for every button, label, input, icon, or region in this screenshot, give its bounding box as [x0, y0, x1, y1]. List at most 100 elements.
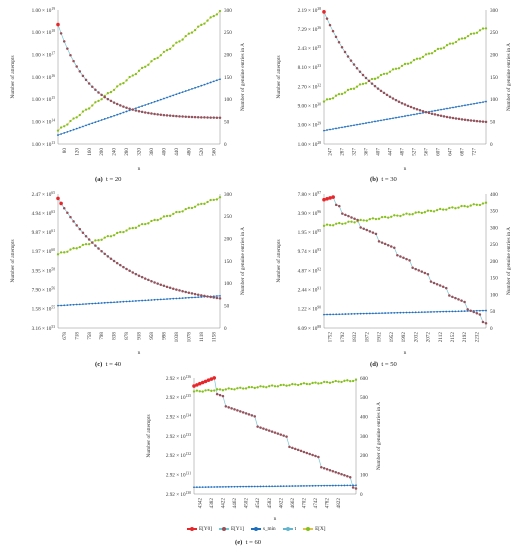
- ey1-point-b: [394, 98, 398, 102]
- ex-point-a: [215, 13, 219, 16]
- ey1-point-c: [203, 294, 206, 298]
- ey1-point-b: [460, 118, 464, 121]
- ex-point-b: [460, 37, 464, 40]
- y-left-tick-d: 7.80 × 1097: [298, 191, 322, 198]
- smin-point-e: [230, 485, 233, 488]
- ey1-point-d: [368, 230, 372, 233]
- smin-point-d: [463, 310, 466, 313]
- smin-point-c: [156, 298, 159, 301]
- legend-label-t: t: [294, 526, 297, 532]
- ex-point-c: [131, 226, 134, 230]
- ey1-point-e: [256, 425, 259, 428]
- ey1-point-a: [159, 113, 163, 117]
- smin-point-e: [268, 485, 271, 488]
- ex-point-c: [169, 214, 172, 217]
- ex-point-c: [128, 227, 131, 230]
- ex-point-c: [153, 218, 156, 222]
- ey1-point-a: [134, 109, 138, 112]
- ey1-point-a: [175, 114, 178, 118]
- ex-point-d: [347, 220, 350, 223]
- y-left-tick-c: 4.94 × 1063: [32, 210, 56, 217]
- ey1-point-e: [244, 412, 248, 415]
- ex-point-b: [322, 100, 326, 103]
- y-left-tick-d: 4.87 × 1092: [298, 267, 322, 274]
- ex-point-b: [385, 72, 389, 75]
- ex-point-e: [279, 383, 282, 387]
- ex-point-b: [382, 72, 386, 75]
- smin-point-d: [436, 310, 438, 313]
- chart-legend: E[Y0] E[Y1] s_min t E[X]: [187, 526, 325, 532]
- ey1-point-c: [175, 288, 178, 291]
- smin-point-d: [423, 311, 426, 313]
- y-left-tick-b: 2.43 × 1035: [298, 45, 322, 52]
- smin-point-a: [85, 124, 87, 127]
- x-tick-c: 678: [62, 332, 68, 340]
- smin-point-c: [85, 303, 87, 305]
- ex-point-c: [200, 202, 203, 206]
- smin-point-b: [323, 129, 325, 132]
- ey1-point-e: [311, 453, 314, 457]
- ex-point-e: [340, 380, 343, 384]
- smin-point-e: [256, 485, 259, 488]
- y-right-tick-b: 250: [490, 30, 498, 36]
- ex-point-b: [481, 27, 485, 30]
- smin-point-e: [279, 485, 282, 488]
- smin-point-e: [193, 486, 195, 489]
- ey1-point-d: [362, 227, 365, 231]
- ex-point-e: [195, 389, 199, 392]
- smin-point-d: [396, 311, 399, 314]
- smin-point-b: [341, 126, 343, 129]
- ex-point-a: [97, 99, 100, 103]
- y-left-tick-a: 1.00 × 1019: [32, 7, 56, 14]
- y-left-tick-e: 2.92 × 10131: [166, 471, 191, 478]
- caption-c-t: t = 40: [105, 361, 122, 368]
- ex-point-b: [451, 42, 455, 45]
- ey1-point-a: [162, 113, 166, 117]
- ey1-point-e: [354, 487, 358, 490]
- ey0-point-e: [203, 379, 208, 384]
- ex-point-c: [203, 202, 206, 205]
- ex-point-d: [328, 224, 332, 227]
- ex-point-d: [377, 217, 381, 220]
- ex-point-c: [218, 196, 222, 199]
- smin-point-d: [439, 310, 442, 313]
- ey1-point-a: [84, 78, 88, 82]
- ex-point-a: [181, 38, 184, 41]
- ey1-point-c: [156, 282, 159, 285]
- smin-point-a: [194, 86, 196, 89]
- y-left-tick-d: 9.74 × 1093: [298, 248, 322, 255]
- smin-point-e: [222, 485, 224, 488]
- ey1-point-b: [448, 116, 452, 119]
- y-right-tick-e: 100: [360, 472, 368, 478]
- ex-point-d: [442, 208, 445, 211]
- ex-point-a: [128, 75, 131, 79]
- ex-point-b: [388, 70, 392, 73]
- smin-point-a: [66, 130, 69, 133]
- ey1-point-e: [348, 476, 352, 479]
- ex-point-e: [244, 387, 248, 390]
- ey1-point-a: [190, 115, 194, 119]
- smin-point-e: [227, 485, 230, 488]
- ey1-point-b: [364, 76, 368, 80]
- y-left-tick-a: 1.00 × 1015: [32, 96, 56, 103]
- ey1-point-a: [147, 111, 150, 115]
- ex-point-d: [408, 213, 411, 216]
- x-tick-a: 280: [124, 148, 130, 156]
- ex-point-c: [75, 247, 78, 250]
- smin-point-a: [82, 125, 84, 128]
- ex-point-d: [481, 202, 485, 205]
- y-right-tick-d: 200: [490, 259, 498, 265]
- y-right-tick-e: 0: [360, 492, 363, 498]
- ey1-point-d: [396, 253, 399, 257]
- ex-point-d: [399, 214, 402, 218]
- smin-point-a: [156, 99, 159, 102]
- smin-point-c: [144, 299, 147, 302]
- ex-point-b: [484, 27, 488, 30]
- smin-point-c: [66, 304, 69, 306]
- smin-point-e: [259, 485, 262, 488]
- chart-e-svg: 2.92 × 10130 2.92 × 10131 2.92 × 10132 2.92…: [145, 375, 382, 522]
- ey1-point-c: [119, 263, 122, 267]
- ey1-point-c: [91, 241, 94, 244]
- ex-point-a: [106, 92, 109, 95]
- ex-point-e: [323, 380, 326, 384]
